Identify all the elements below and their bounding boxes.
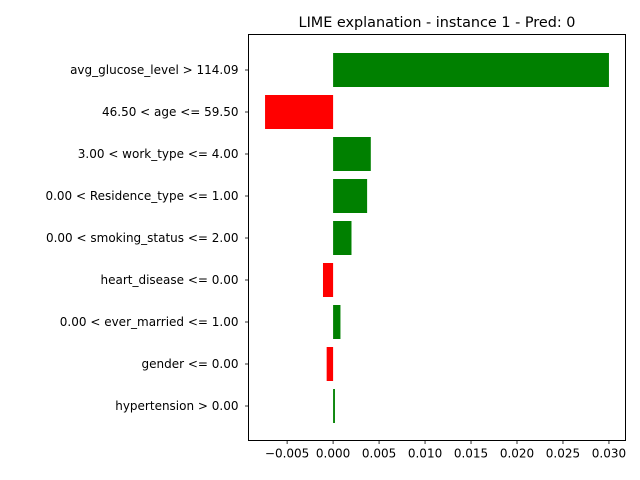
bar-0 (333, 53, 609, 87)
x-tick-label: 0.005 (362, 447, 396, 461)
x-tick-label: 0.000 (316, 447, 350, 461)
x-tick-label: 0.030 (592, 447, 626, 461)
y-tick-label: 3.00 < work_type <= 4.00 (78, 147, 239, 161)
bar-5 (322, 263, 334, 297)
y-tick-label: 0.00 < ever_married <= 1.00 (60, 315, 239, 329)
bar-2 (333, 137, 371, 171)
y-tick-label: 46.50 < age <= 59.50 (102, 105, 238, 119)
x-tick-label: −0.005 (265, 447, 309, 461)
y-tick-label: 0.00 < Residence_type <= 1.00 (45, 189, 238, 203)
bar-7 (326, 347, 334, 381)
bar-8 (333, 389, 335, 423)
y-tick-label: hypertension > 0.00 (115, 399, 238, 413)
chart-title: LIME explanation - instance 1 - Pred: 0 (299, 15, 576, 31)
bar-4 (333, 221, 352, 255)
bar-1 (265, 95, 334, 129)
x-tick-label: 0.010 (408, 447, 442, 461)
x-tick-label: 0.025 (546, 447, 580, 461)
y-tick-label: avg_glucose_level > 114.09 (70, 63, 238, 77)
plot-frame (248, 34, 626, 441)
y-tick-label: gender <= 0.00 (142, 357, 239, 371)
bars-group (265, 53, 609, 423)
y-tick-label: heart_disease <= 0.00 (100, 273, 238, 287)
y-tick-label: 0.00 < smoking_status <= 2.00 (46, 231, 239, 245)
bar-6 (333, 305, 341, 339)
bar-3 (333, 179, 368, 213)
y-axis-ticks: avg_glucose_level > 114.09 46.50 < age <=… (45, 63, 249, 413)
x-axis-ticks: −0.005 0.000 0.005 0.010 0.015 0.020 0.025 0.03… (265, 440, 626, 461)
x-tick-label: 0.015 (454, 447, 488, 461)
x-tick-label: 0.020 (500, 447, 534, 461)
